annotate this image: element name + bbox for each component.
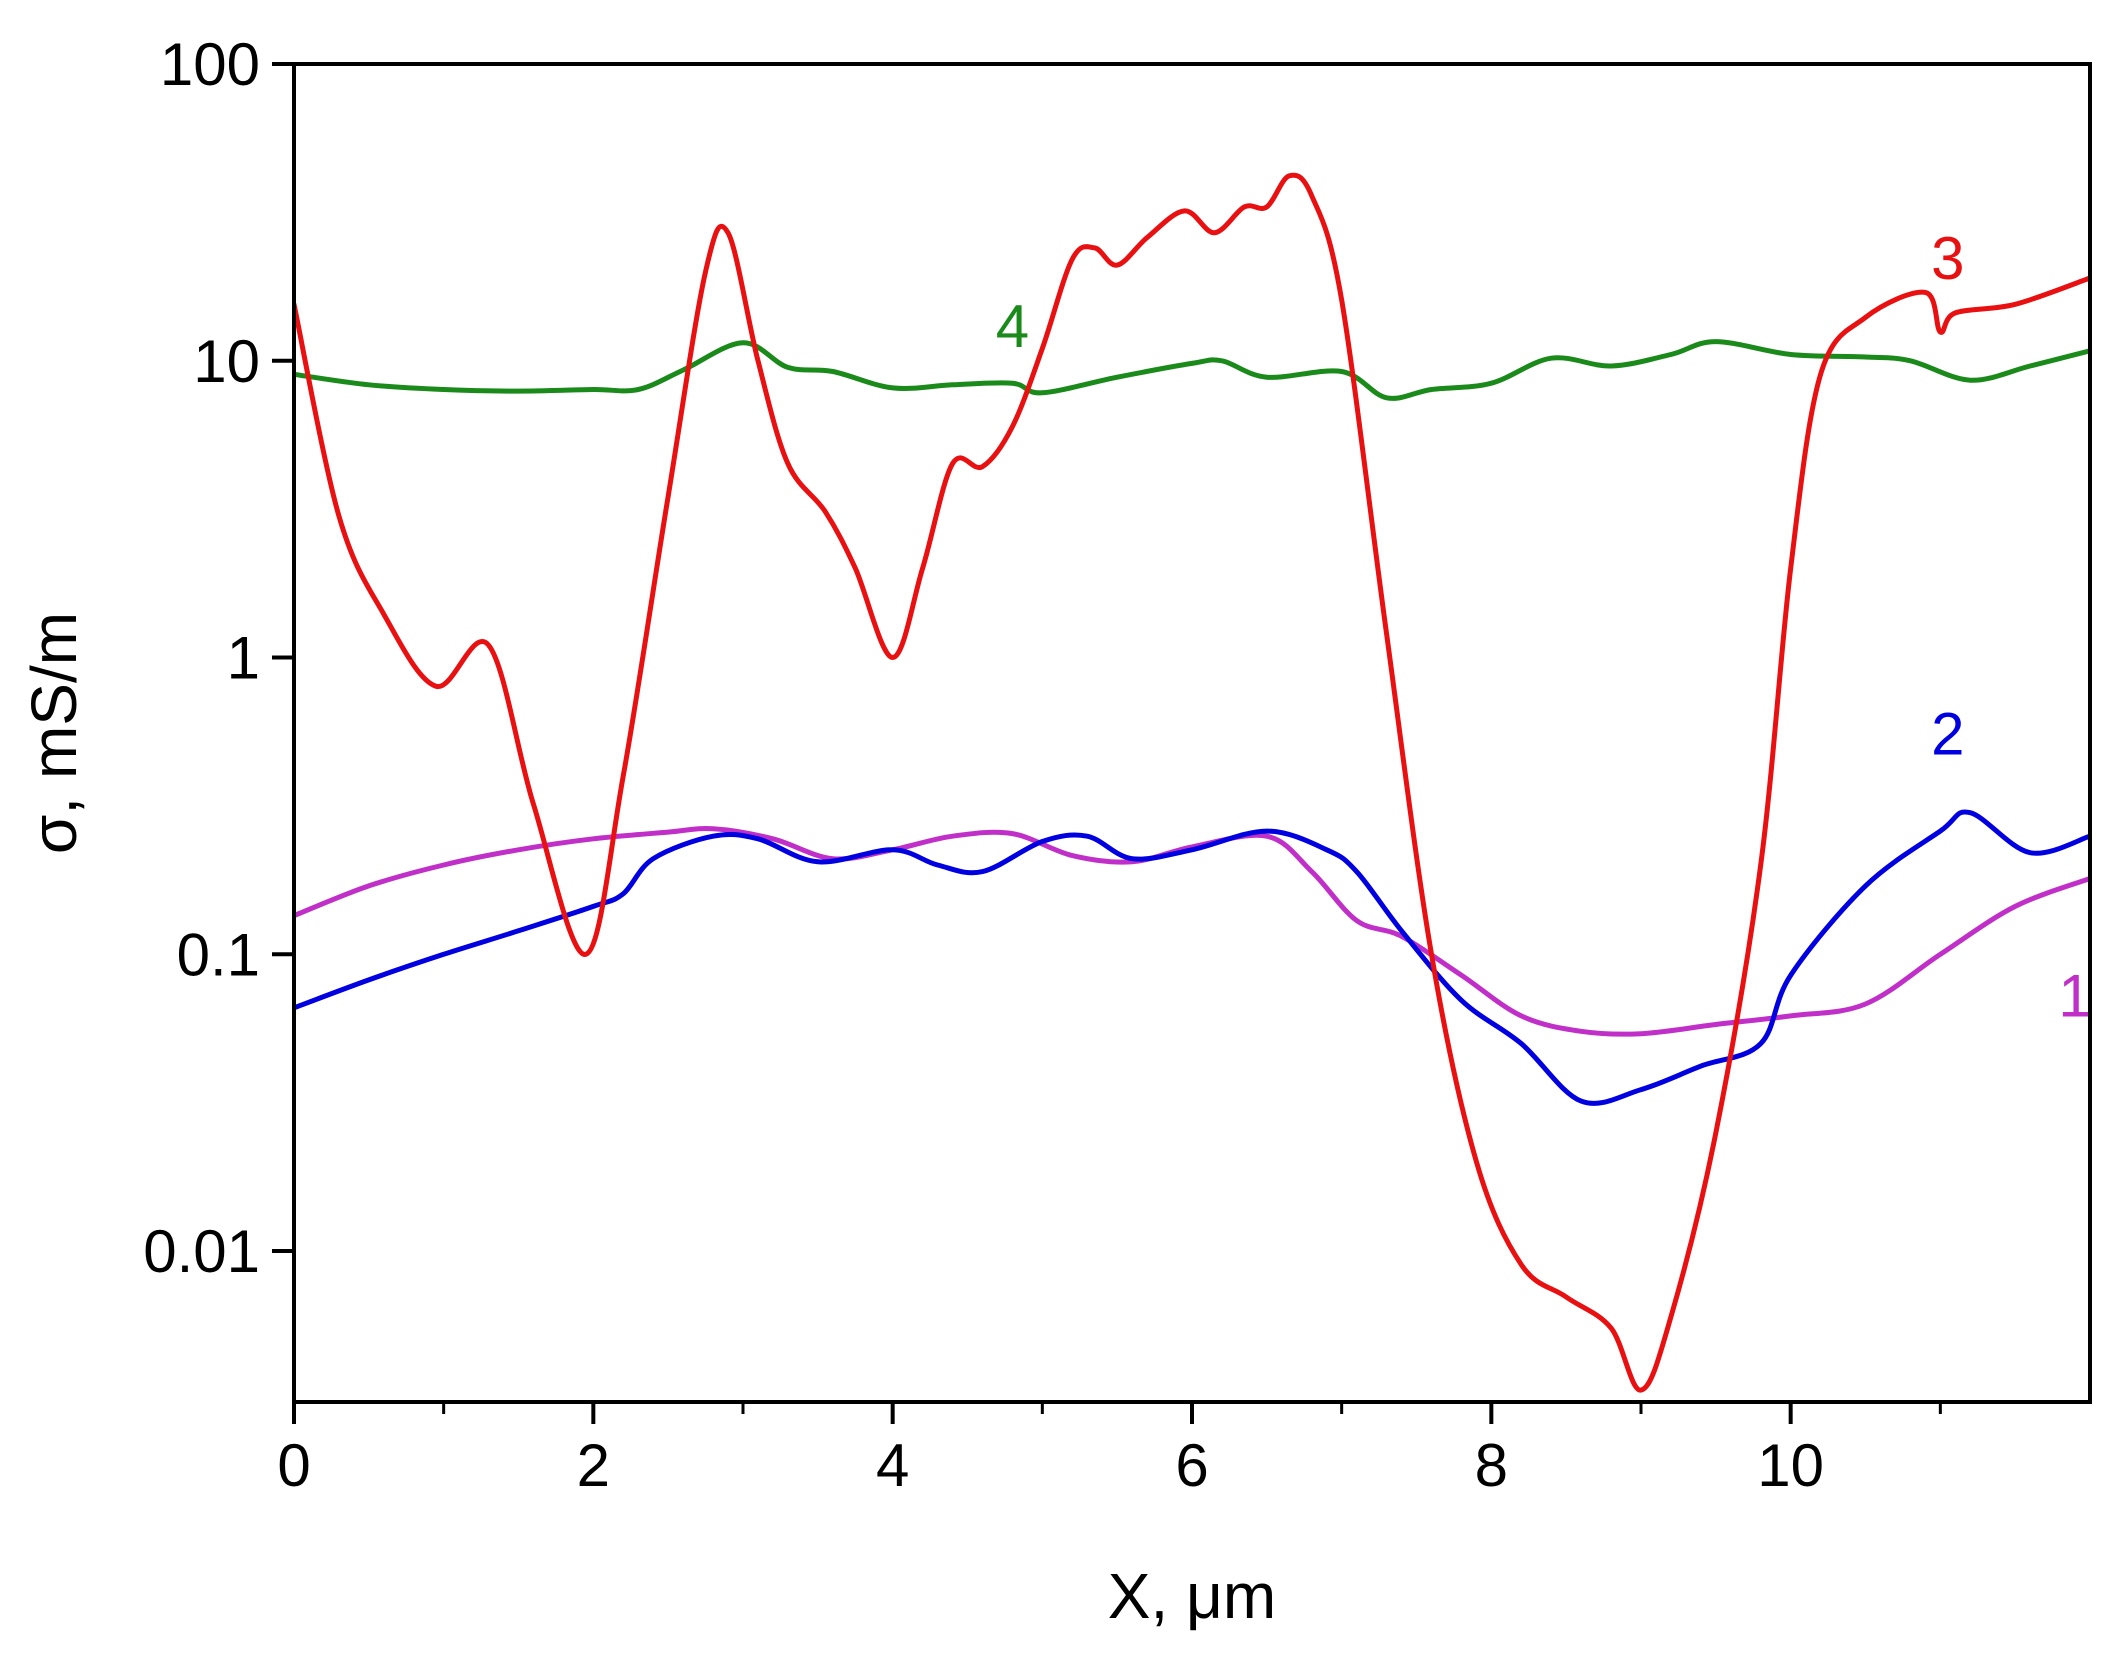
plot-frame	[292, 62, 2092, 1404]
plot-layer: 1 2 3 4	[294, 172, 2092, 1393]
y-axis-title: σ, mS/m	[18, 612, 90, 854]
x-tick-label: 0	[277, 1432, 310, 1499]
y-tick-label: 0.01	[143, 1218, 260, 1285]
x-axis-title: X, μm	[1108, 1560, 1276, 1632]
y-tick-label: 1	[227, 625, 260, 692]
series-line-3	[294, 172, 2090, 1393]
series-line-2	[294, 809, 2090, 1106]
x-tick-label: 10	[1757, 1432, 1824, 1499]
y-tick-label: 0.1	[177, 921, 260, 988]
axes-layer: 0 2 4 6 8 10 0.01 0.1 1 10 100	[143, 31, 2092, 1499]
series-label-3: 3	[1931, 225, 1964, 292]
x-tick-label: 4	[876, 1432, 909, 1499]
series-label-2: 2	[1931, 701, 1964, 768]
x-tick-label: 2	[577, 1432, 610, 1499]
x-tick-label: 6	[1175, 1432, 1208, 1499]
series-label-4: 4	[996, 293, 1029, 360]
series-line-4	[294, 339, 2090, 401]
series-line-1	[294, 825, 2090, 1037]
y-tick-label: 100	[160, 31, 260, 98]
series-label-1: 1	[2058, 963, 2091, 1030]
x-tick-label: 8	[1475, 1432, 1508, 1499]
y-tick-label: 10	[193, 328, 260, 395]
